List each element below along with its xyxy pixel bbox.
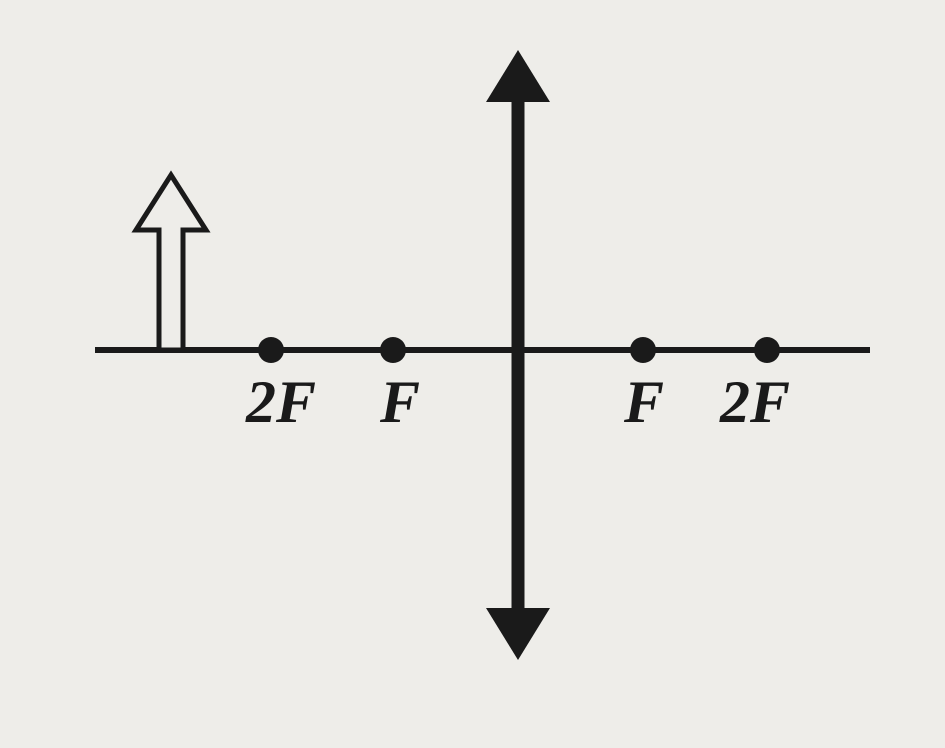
lens-arrowhead-down [486, 608, 550, 660]
focal-dot-left-2f [258, 337, 284, 363]
label-left-2f: 2F [245, 369, 316, 435]
lens-diagram: 2F F F 2F [0, 0, 945, 748]
label-left-f: F [379, 369, 420, 435]
label-right-2f: 2F [719, 369, 790, 435]
lens-symbol [486, 50, 550, 660]
label-right-f: F [623, 369, 664, 435]
focal-dot-left-f [380, 337, 406, 363]
focal-dot-right-f [630, 337, 656, 363]
focal-dot-right-2f [754, 337, 780, 363]
object-arrow [136, 175, 206, 350]
lens-arrowhead-up [486, 50, 550, 102]
